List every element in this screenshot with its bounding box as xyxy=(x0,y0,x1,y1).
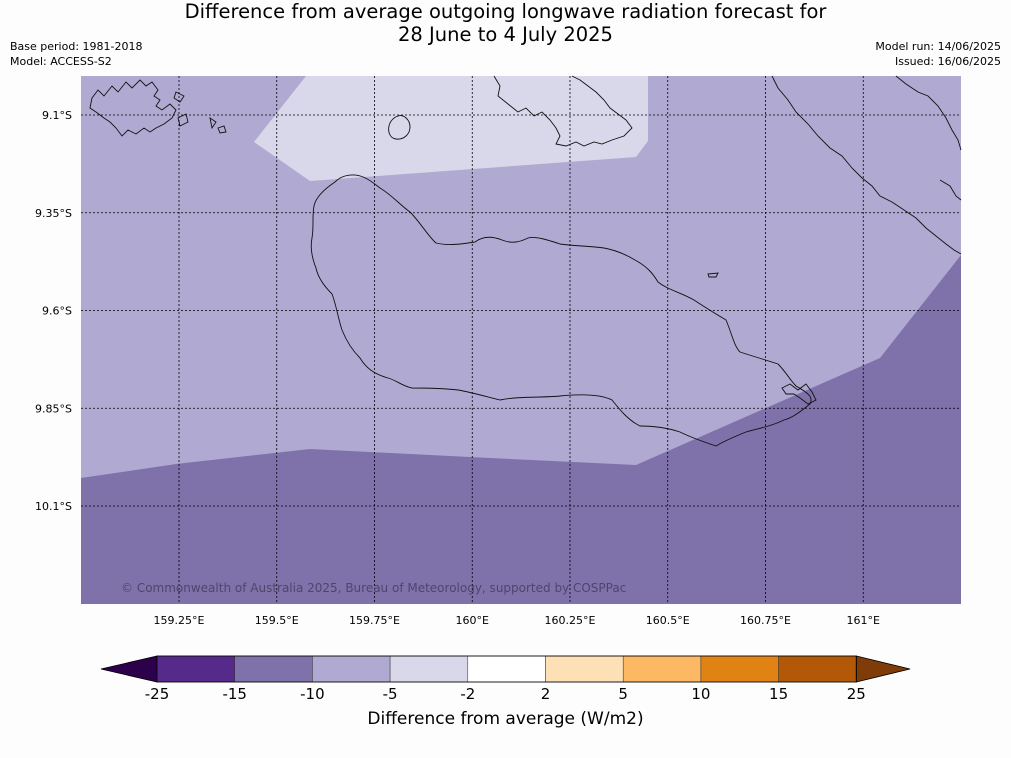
coastline-islet xyxy=(707,272,719,278)
colorbar-segment xyxy=(700,655,779,683)
colorbar-segment xyxy=(389,655,469,683)
coastline-east-fringe xyxy=(895,75,962,201)
colorbar-tick-label: 2 xyxy=(541,685,551,703)
colorbar-label: Difference from average (W/m2) xyxy=(367,709,644,729)
model-name: Model: ACCESS-S2 xyxy=(10,55,112,68)
lon-tick-label: 160.5°E xyxy=(646,614,690,627)
title-line-1: Difference from average outgoing longwav… xyxy=(184,0,827,23)
meta-right: Model run: 14/06/2025 Issued: 16/06/2025 xyxy=(875,39,1001,69)
colorbar-tick-label: 5 xyxy=(618,685,628,703)
colorbar-tick-label: -5 xyxy=(383,685,398,703)
colorbar-segment xyxy=(234,655,313,683)
coastline-east-island xyxy=(771,75,962,255)
colorbar-segment xyxy=(156,655,235,683)
lon-tick-label: 159.5°E xyxy=(255,614,299,627)
graticule xyxy=(81,76,961,604)
colorbar-tick-label: -10 xyxy=(300,685,325,703)
colorbar: -25 -15 -10 -5 -2 2 5 10 15 25 xyxy=(100,655,911,703)
lon-tick-label: 160.75°E xyxy=(740,614,791,627)
coastline-south-island xyxy=(310,174,812,447)
region-strong-negative xyxy=(81,255,961,604)
lat-tick-label: 9.35°S xyxy=(35,207,72,220)
coastline-southeast-cape xyxy=(781,383,817,405)
colorbar-tick-label: -25 xyxy=(145,685,170,703)
lat-tick-label: 9.6°S xyxy=(42,305,72,318)
lon-tick-label: 159.25°E xyxy=(154,614,205,627)
colorbar-segment xyxy=(622,655,702,683)
lon-tick-label: 161°E xyxy=(847,614,880,627)
colorbar-segment xyxy=(545,655,624,683)
colorbar-over-arrow xyxy=(855,655,911,683)
colorbar-segment xyxy=(467,655,546,683)
title-line-2: 28 June to 4 July 2025 xyxy=(398,23,613,46)
colorbar-under-arrow xyxy=(100,655,158,683)
lon-tick-label: 160°E xyxy=(456,614,489,627)
copyright-text: © Commonwealth of Australia 2025, Bureau… xyxy=(121,581,626,595)
lat-tick-label: 9.1°S xyxy=(42,109,72,122)
lat-tick-label: 9.85°S xyxy=(35,402,72,415)
chart-title: Difference from average outgoing longwav… xyxy=(0,0,1011,46)
lat-tick-label: 10.1°S xyxy=(35,500,72,513)
latitude-labels: 9.1°S 9.35°S 9.6°S 9.85°S 10.1°S xyxy=(35,109,72,513)
coastline-northwest-islands xyxy=(89,79,177,137)
map-panel: © Commonwealth of Australia 2025, Bureau… xyxy=(81,75,962,604)
longitude-labels: 159.25°E 159.5°E 159.75°E 160°E 160.25°E 160.… xyxy=(154,614,880,627)
issued-date: Issued: 16/06/2025 xyxy=(894,55,1001,68)
coastline-northwest-islet xyxy=(173,91,227,134)
region-weak-negative-band xyxy=(254,76,648,181)
lon-tick-label: 159.75°E xyxy=(349,614,400,627)
meta-left: Base period: 1981-2018 Model: ACCESS-S2 xyxy=(10,39,142,69)
coastlines xyxy=(89,75,962,447)
colorbar-tick-label: 25 xyxy=(847,685,866,703)
model-run: Model run: 14/06/2025 xyxy=(875,40,1001,53)
coastline-round-island xyxy=(388,115,411,140)
lon-tick-label: 160.25°E xyxy=(545,614,596,627)
colorbar-segment xyxy=(312,655,391,683)
colorbar-tick-label: -2 xyxy=(460,685,475,703)
colorbar-segment xyxy=(778,655,857,683)
colorbar-tick-label: -15 xyxy=(222,685,247,703)
base-period: Base period: 1981-2018 xyxy=(10,40,143,53)
colorbar-outline xyxy=(156,655,857,683)
colorbar-tick-label: 10 xyxy=(691,685,710,703)
colorbar-tick-label: 15 xyxy=(769,685,788,703)
coastline-north-islands xyxy=(493,75,633,147)
